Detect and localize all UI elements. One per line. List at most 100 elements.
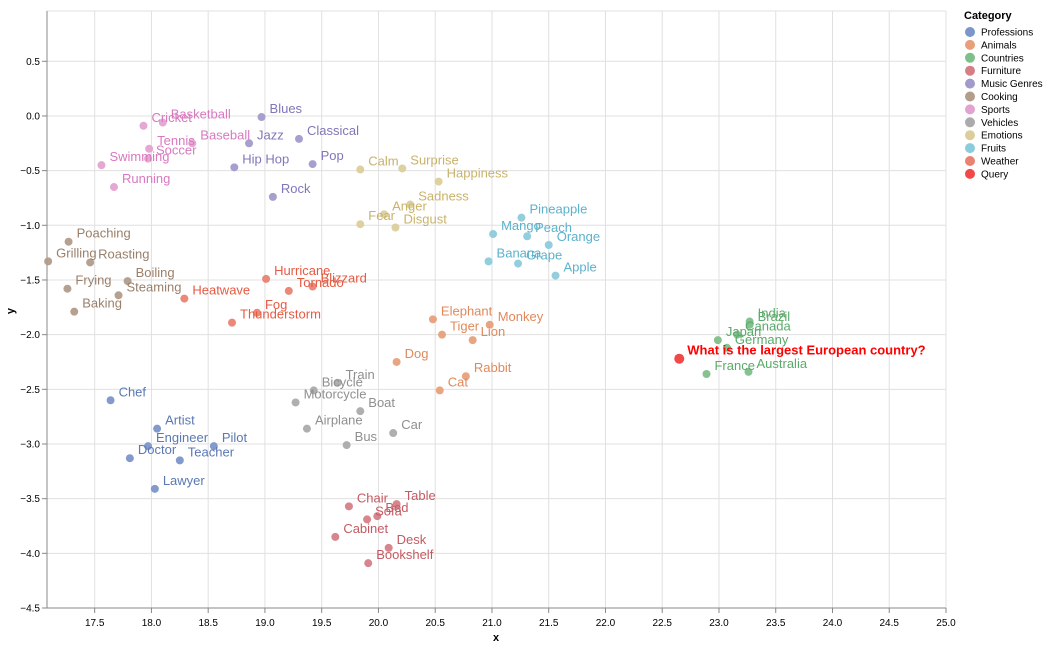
point-label: Rock bbox=[281, 181, 311, 196]
point-label: Germany bbox=[735, 332, 789, 347]
point-label: Japan bbox=[726, 324, 761, 339]
point-label: Motorcycle bbox=[304, 386, 367, 401]
point-professions bbox=[175, 456, 184, 465]
point-label: Artist bbox=[165, 413, 195, 428]
x-tick-label: 20.0 bbox=[369, 618, 389, 629]
point-music-genres bbox=[308, 160, 317, 169]
point-label: Bus bbox=[355, 429, 378, 444]
point-furniture bbox=[373, 512, 382, 521]
point-animals bbox=[428, 315, 437, 324]
legend-swatch-sports bbox=[965, 104, 975, 115]
point-fruits bbox=[489, 230, 498, 239]
point-furniture bbox=[364, 559, 373, 568]
legend-swatch-countries bbox=[965, 52, 975, 63]
point-sports bbox=[188, 139, 197, 148]
y-tick-label: −2.0 bbox=[20, 330, 40, 341]
point-weather bbox=[180, 294, 189, 303]
point-label: Steaming bbox=[127, 279, 182, 294]
point-animals bbox=[468, 336, 477, 345]
point-countries bbox=[722, 343, 731, 352]
point-label: Car bbox=[401, 417, 423, 432]
point-label: Engineer bbox=[156, 430, 209, 445]
data-points bbox=[44, 113, 754, 568]
point-label: Rabbit bbox=[474, 360, 512, 375]
point-fruits bbox=[484, 257, 493, 266]
point-label: Blues bbox=[270, 101, 303, 116]
legend-label: Emotions bbox=[981, 131, 1023, 142]
legend-label: Furniture bbox=[981, 66, 1021, 77]
y-tick-label: −3.0 bbox=[20, 439, 40, 450]
point-label: Hip Hop bbox=[242, 151, 289, 166]
point-animals bbox=[438, 330, 447, 339]
x-axis-title: x bbox=[493, 632, 500, 644]
point-label: Disgust bbox=[403, 211, 447, 226]
point-cooking bbox=[64, 237, 73, 246]
point-vehicles bbox=[291, 398, 300, 407]
point-cooking bbox=[114, 291, 123, 300]
x-tick-label: 21.0 bbox=[482, 618, 502, 629]
point-label: Tornado bbox=[297, 275, 344, 290]
x-tick-label: 18.0 bbox=[142, 618, 162, 629]
point-label: Teacher bbox=[188, 444, 235, 459]
point-furniture bbox=[392, 500, 401, 509]
point-sports bbox=[109, 183, 118, 192]
point-label: Tiger bbox=[450, 319, 480, 334]
point-professions bbox=[150, 484, 159, 493]
point-cooking bbox=[70, 307, 79, 316]
legend-swatch-cooking bbox=[965, 91, 975, 102]
point-label: Roasting bbox=[98, 246, 149, 261]
point-label: Canada bbox=[745, 319, 791, 334]
point-query bbox=[674, 353, 685, 364]
point-label: Swimming bbox=[109, 149, 169, 164]
point-professions bbox=[209, 442, 218, 451]
point-emotions bbox=[380, 210, 389, 219]
point-weather bbox=[228, 318, 237, 327]
point-vehicles bbox=[302, 424, 311, 433]
point-label: Grape bbox=[526, 248, 562, 263]
point-sports bbox=[144, 154, 153, 163]
point-label: Fear bbox=[368, 208, 395, 223]
point-label: Fog bbox=[265, 297, 287, 312]
x-tick-label: 21.5 bbox=[539, 618, 559, 629]
point-weather bbox=[252, 308, 261, 317]
point-label: Pop bbox=[321, 148, 344, 163]
point-fruits bbox=[551, 271, 560, 280]
legend-swatch-music-genres bbox=[965, 78, 975, 89]
point-label: Table bbox=[405, 488, 436, 503]
point-label: Classical bbox=[307, 123, 359, 138]
x-tick-label: 24.0 bbox=[823, 618, 843, 629]
legend-label: Professions bbox=[981, 28, 1033, 39]
point-countries bbox=[702, 370, 711, 379]
point-label: Apple bbox=[564, 260, 597, 275]
point-vehicles bbox=[333, 378, 342, 387]
legend-label: Sports bbox=[981, 105, 1010, 116]
legend-swatch-professions bbox=[965, 27, 975, 37]
legend-swatch-vehicles bbox=[965, 117, 975, 128]
point-furniture bbox=[331, 532, 340, 541]
point-label: Baking bbox=[82, 296, 122, 311]
legend-swatch-animals bbox=[965, 39, 975, 50]
point-label: Boat bbox=[368, 395, 395, 410]
point-emotions bbox=[356, 220, 365, 229]
legend-label: Cooking bbox=[981, 92, 1018, 103]
point-music-genres bbox=[294, 134, 303, 143]
point-sports bbox=[139, 121, 148, 130]
point-label: Jazz bbox=[257, 127, 284, 142]
point-fruits bbox=[517, 213, 526, 222]
point-music-genres bbox=[257, 113, 266, 122]
point-label: Cat bbox=[448, 374, 469, 389]
y-tick-label: −1.0 bbox=[20, 221, 40, 232]
legend-label: Fruits bbox=[981, 144, 1006, 155]
point-label: Basketball bbox=[171, 107, 231, 122]
point-label: Poaching bbox=[77, 226, 131, 241]
point-fruits bbox=[544, 240, 553, 249]
point-label: Anger bbox=[392, 198, 427, 213]
legend-title: Category bbox=[964, 10, 1013, 22]
y-tick-label: 0.5 bbox=[26, 57, 40, 68]
point-label: Frying bbox=[75, 273, 111, 288]
point-label: Sofa bbox=[375, 503, 403, 518]
y-tick-label: −2.5 bbox=[20, 385, 40, 396]
point-label: Bed bbox=[385, 500, 408, 515]
point-weather bbox=[262, 274, 271, 283]
legend-swatch-furniture bbox=[965, 65, 975, 76]
